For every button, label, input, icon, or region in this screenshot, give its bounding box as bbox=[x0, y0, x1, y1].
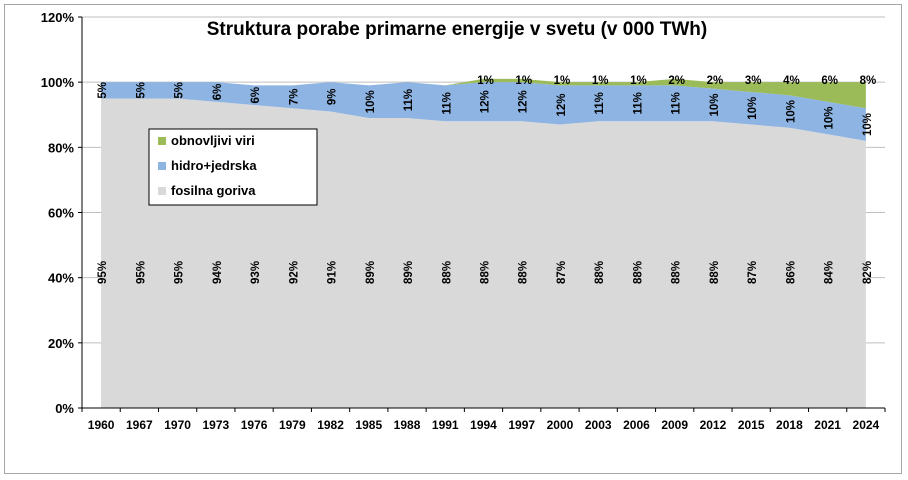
legend-swatch-hidro-jedrska bbox=[158, 162, 166, 170]
legend: obnovljivi viri hidro+jedrska fosilna go… bbox=[148, 128, 318, 206]
data-label: 87% bbox=[556, 261, 568, 284]
x-tick-label: 1991 bbox=[432, 418, 459, 432]
x-tick-label: 1973 bbox=[202, 418, 229, 432]
data-label: 12% bbox=[518, 90, 530, 113]
data-label: 87% bbox=[747, 261, 759, 284]
data-label: 88% bbox=[594, 261, 606, 284]
data-label: 94% bbox=[212, 261, 224, 284]
y-tick-label: 40% bbox=[48, 271, 74, 286]
data-label: 5% bbox=[174, 82, 186, 99]
data-label: 10% bbox=[824, 106, 836, 129]
data-label: 95% bbox=[174, 261, 186, 284]
data-label: 92% bbox=[288, 261, 300, 284]
data-label: 88% bbox=[632, 261, 644, 284]
data-label: 88% bbox=[518, 261, 530, 284]
y-tick-label: 20% bbox=[48, 336, 74, 351]
data-label: 88% bbox=[709, 261, 721, 284]
data-label: 6% bbox=[212, 84, 224, 101]
area-hidro-jedrska bbox=[101, 82, 866, 141]
data-label: 82% bbox=[862, 261, 874, 284]
chart-title: Struktura porabe primarne energije v sve… bbox=[207, 19, 707, 40]
x-tick-label: 2003 bbox=[585, 418, 612, 432]
data-label: 89% bbox=[365, 261, 377, 284]
y-tick-label: 120% bbox=[41, 10, 75, 25]
area-series bbox=[101, 78, 866, 408]
data-label: 1% bbox=[515, 75, 532, 87]
legend-swatch-fosilna-goriva bbox=[158, 187, 166, 195]
x-tick-label: 1960 bbox=[88, 418, 115, 432]
legend-label-hidro-jedrska: hidro+jedrska bbox=[171, 158, 257, 173]
data-label: 9% bbox=[327, 89, 339, 106]
data-label: 95% bbox=[135, 261, 147, 284]
x-tick-label: 2009 bbox=[661, 418, 688, 432]
data-label: 12% bbox=[480, 90, 492, 113]
data-label: 7% bbox=[288, 89, 300, 106]
data-label: 1% bbox=[592, 75, 609, 87]
data-label: 1% bbox=[477, 75, 494, 87]
data-label: 11% bbox=[594, 92, 606, 114]
data-label: 11% bbox=[632, 92, 644, 114]
data-label: 6% bbox=[250, 87, 262, 104]
data-label: 10% bbox=[365, 90, 377, 113]
data-label: 2% bbox=[668, 75, 685, 87]
data-label: 6% bbox=[821, 75, 838, 87]
stacked-area-chart: 0% 20% 40% 60% 80% 100% 120% 1960 1967 1970 1973 19… bbox=[41, 10, 886, 432]
data-label: 1% bbox=[630, 75, 647, 87]
x-tick-label: 1970 bbox=[164, 418, 191, 432]
data-label: 88% bbox=[441, 261, 453, 284]
legend-box bbox=[148, 128, 318, 206]
y-tick-label: 0% bbox=[55, 401, 74, 416]
data-label: 2% bbox=[707, 75, 724, 87]
data-label: 88% bbox=[480, 261, 492, 284]
data-label: 88% bbox=[671, 261, 683, 284]
x-tick-label: 2021 bbox=[814, 418, 841, 432]
data-label: 10% bbox=[747, 97, 759, 120]
data-label: 1% bbox=[554, 75, 571, 87]
x-tick-label: 1997 bbox=[508, 418, 535, 432]
y-tick-label: 100% bbox=[41, 75, 75, 90]
x-tick-label: 2015 bbox=[738, 418, 765, 432]
data-label: 93% bbox=[250, 261, 262, 284]
x-tick-label: 2024 bbox=[853, 418, 880, 432]
chart-frame: 0% 20% 40% 60% 80% 100% 120% 1960 1967 1970 1973 19… bbox=[4, 4, 902, 474]
x-tick-label: 2006 bbox=[623, 418, 650, 432]
data-label: 5% bbox=[97, 82, 109, 99]
data-label: 95% bbox=[97, 261, 109, 284]
data-label: 11% bbox=[441, 92, 453, 114]
data-label: 3% bbox=[745, 75, 762, 87]
data-label: 91% bbox=[327, 261, 339, 284]
x-tick-label: 1967 bbox=[126, 418, 153, 432]
x-tick-label: 1985 bbox=[355, 418, 382, 432]
data-label: 84% bbox=[824, 261, 836, 284]
data-label: 10% bbox=[862, 113, 874, 136]
legend-swatch-obnovljivi-viri bbox=[158, 137, 166, 145]
data-label: 10% bbox=[785, 100, 797, 123]
y-tick-label: 80% bbox=[48, 140, 74, 155]
x-tick-label: 1982 bbox=[317, 418, 344, 432]
data-label: 5% bbox=[135, 82, 147, 99]
x-tick-label: 1988 bbox=[394, 418, 421, 432]
legend-label-obnovljivi-viri: obnovljivi viri bbox=[171, 133, 255, 148]
data-labels: 95% 95% 95% 94% 93% 92% 91% 89% 89% 88% 88% 88% 87% 8… bbox=[97, 75, 876, 284]
x-tick-label: 2000 bbox=[547, 418, 574, 432]
axes: 0% 20% 40% 60% 80% 100% 120% 1960 1967 1970 1973 19… bbox=[41, 10, 886, 432]
x-tick-label: 2018 bbox=[776, 418, 803, 432]
x-tick-label: 1979 bbox=[279, 418, 306, 432]
data-label: 10% bbox=[709, 93, 721, 116]
data-label: 89% bbox=[403, 261, 415, 284]
x-tick-label: 1994 bbox=[470, 418, 497, 432]
x-tick-label: 2012 bbox=[700, 418, 727, 432]
x-tick-label: 1976 bbox=[241, 418, 268, 432]
data-label: 11% bbox=[403, 89, 415, 111]
data-label: 4% bbox=[783, 75, 800, 87]
data-label: 11% bbox=[671, 92, 683, 114]
legend-label-fosilna-goriva: fosilna goriva bbox=[171, 183, 256, 198]
y-tick-label: 60% bbox=[48, 206, 74, 221]
data-label: 86% bbox=[785, 261, 797, 284]
data-label: 8% bbox=[860, 75, 877, 87]
data-label: 12% bbox=[556, 93, 568, 116]
